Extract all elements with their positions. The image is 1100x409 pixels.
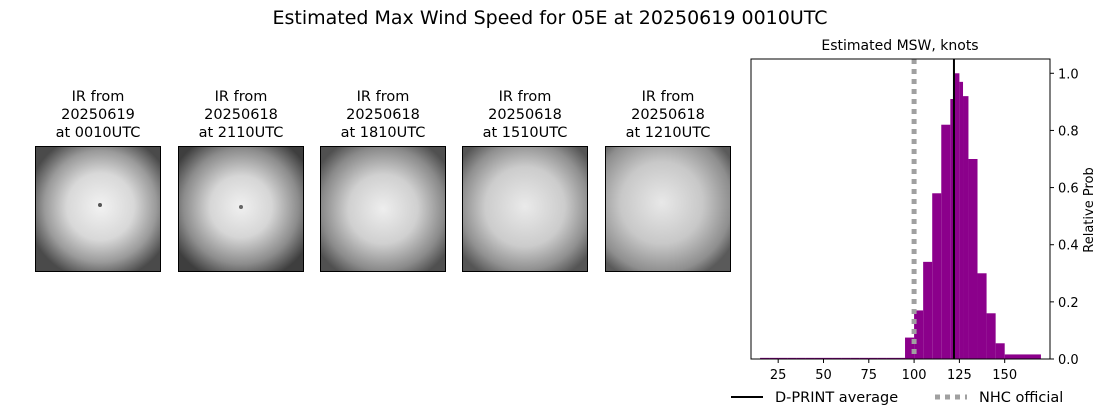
histogram-bar	[1004, 354, 1041, 359]
y-tick-label: 0.8	[1058, 124, 1079, 139]
histogram-bar	[923, 261, 933, 359]
satellite-ir-image	[605, 146, 731, 272]
histogram-bar	[895, 357, 906, 359]
ir-panel-2: IR from 20250618 at 2110UTC	[178, 88, 304, 272]
ir-caption: IR from 20250618 at 1210UTC	[625, 89, 711, 141]
y-tick-label: 0.6	[1058, 182, 1079, 197]
x-tick-label: 125	[947, 368, 972, 383]
ir-panel-5: IR from 20250618 at 1210UTC	[605, 88, 731, 272]
histogram-bar	[995, 343, 1005, 359]
histogram-bar	[914, 310, 924, 359]
x-tick-label: 100	[902, 368, 927, 383]
satellite-ir-image	[462, 146, 588, 272]
histogram-bar	[968, 159, 978, 359]
histogram-bar	[877, 357, 887, 359]
histogram-bar	[787, 357, 797, 359]
histogram-bar	[841, 357, 851, 359]
y-tick-label: 0.0	[1058, 353, 1079, 368]
ir-caption: IR from 20250618 at 1810UTC	[340, 89, 426, 141]
histogram-bar	[850, 357, 860, 359]
ir-caption: IR from 20250618 at 2110UTC	[198, 89, 284, 141]
histogram-bar	[953, 73, 960, 360]
histogram-bar	[778, 357, 788, 359]
ir-panel-3: IR from 20250618 at 1810UTC	[320, 88, 446, 272]
ir-panel-1: IR from 20250619 at 0010UTC	[35, 88, 161, 272]
ir-panel-4: IR from 20250618 at 1510UTC	[462, 88, 588, 272]
histogram-bar	[814, 357, 824, 359]
figure-title: Estimated Max Wind Speed for 05E at 2025…	[272, 7, 828, 29]
histogram-bar	[868, 357, 878, 359]
x-tick-label: 25	[770, 368, 787, 383]
satellite-ir-image	[320, 146, 446, 272]
satellite-ir-image	[35, 146, 161, 272]
histogram-bar	[769, 357, 779, 359]
histogram-bar	[959, 81, 964, 359]
y-tick-label: 0.2	[1058, 296, 1079, 311]
y-tick-label: 0.4	[1058, 239, 1079, 254]
histogram-bar	[963, 96, 969, 360]
histogram-bar	[886, 357, 896, 359]
y-tick-label: 1.0	[1058, 67, 1079, 82]
histogram-bar	[796, 357, 806, 359]
satellite-ir-image	[178, 146, 304, 272]
y-axis-label: Relative Prob	[1082, 167, 1097, 252]
histogram-bar	[832, 357, 842, 359]
legend: D-PRINT average NHC official	[731, 390, 1063, 406]
x-tick-label: 75	[861, 368, 878, 383]
histogram-bar	[760, 357, 770, 359]
histogram-bar	[950, 99, 954, 359]
legend-label-nhc: NHC official	[979, 390, 1063, 406]
plot-frame	[750, 58, 1051, 360]
chart-title: Estimated MSW, knots	[821, 38, 978, 54]
histogram-bar	[932, 193, 942, 359]
histogram-bar	[805, 357, 815, 359]
histogram-bar	[823, 357, 833, 359]
histogram-bar	[941, 124, 951, 359]
histogram-bar	[905, 337, 915, 359]
x-tick-label: 50	[815, 368, 832, 383]
histogram-bar	[986, 313, 996, 359]
histogram-bar	[859, 357, 869, 359]
ir-caption: IR from 20250619 at 0010UTC	[55, 89, 141, 141]
x-tick-label: 150	[992, 368, 1017, 383]
ir-caption: IR from 20250618 at 1510UTC	[482, 89, 568, 141]
histogram-bar	[977, 273, 987, 359]
legend-label-d-print: D-PRINT average	[775, 390, 898, 406]
